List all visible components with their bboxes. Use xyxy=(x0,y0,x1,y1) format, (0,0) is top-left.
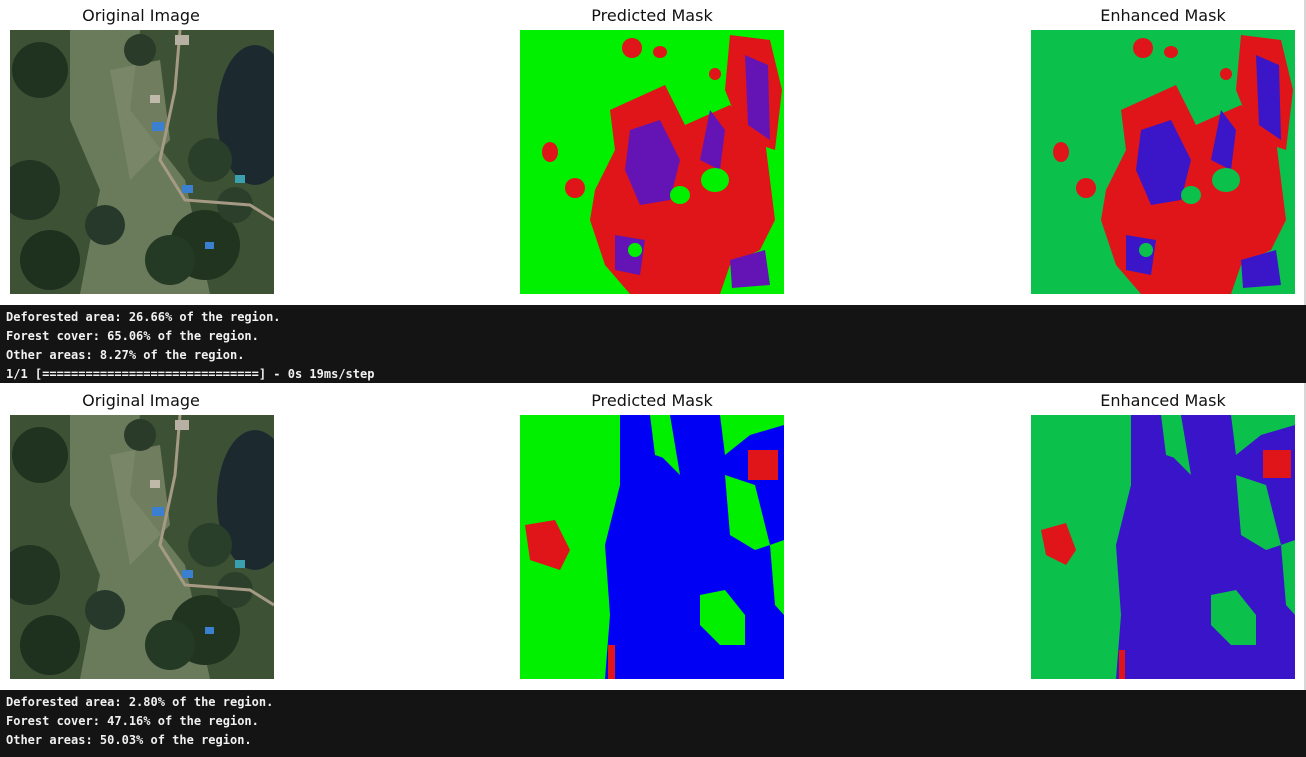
title-original-image-2: Original Image xyxy=(82,391,200,410)
satellite-image xyxy=(10,415,274,679)
output-line-forest: Forest cover: 47.16% of the region. xyxy=(6,714,259,728)
output-line-forest: Forest cover: 65.06% of the region. xyxy=(6,329,259,343)
title-predicted-mask-1: Predicted Mask xyxy=(591,6,713,25)
title-enhanced-mask-2: Enhanced Mask xyxy=(1100,391,1226,410)
predicted-mask-1 xyxy=(520,30,784,294)
satellite-image xyxy=(10,30,274,294)
original-image-1 xyxy=(10,30,274,294)
predicted-mask-2 xyxy=(520,415,784,679)
title-predicted-mask-2: Predicted Mask xyxy=(591,391,713,410)
predicted-mask-image xyxy=(520,415,784,679)
output-line-other: Other areas: 50.03% of the region. xyxy=(6,733,252,747)
output-line-deforested: Deforested area: 2.80% of the region. xyxy=(6,695,274,709)
output-line-deforested: Deforested area: 26.66% of the region. xyxy=(6,310,281,324)
output-line-other: Other areas: 8.27% of the region. xyxy=(6,348,245,362)
title-original-image-1: Original Image xyxy=(82,6,200,25)
original-image-2 xyxy=(10,415,274,679)
enhanced-mask-image xyxy=(1031,415,1295,679)
enhanced-mask-1 xyxy=(1031,30,1295,294)
enhanced-mask-2 xyxy=(1031,415,1295,679)
predicted-mask-image xyxy=(520,30,784,294)
cell-border xyxy=(1304,383,1306,690)
enhanced-mask-image xyxy=(1031,30,1295,294)
output-console-2: Deforested area: 2.80% of the region. Fo… xyxy=(0,690,1306,757)
output-line-progress: 1/1 [==============================] - 0… xyxy=(6,367,375,381)
cell-border xyxy=(1304,0,1306,305)
output-console-1: Deforested area: 26.66% of the region. F… xyxy=(0,305,1306,383)
title-enhanced-mask-1: Enhanced Mask xyxy=(1100,6,1226,25)
